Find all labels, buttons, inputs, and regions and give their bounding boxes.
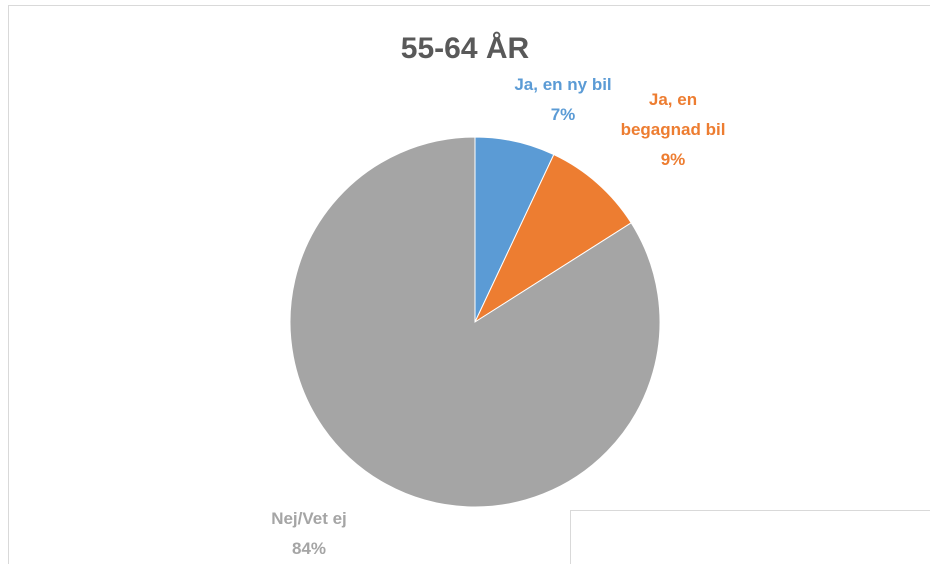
- value-label: 9%: [660, 150, 686, 169]
- chart-frame: [8, 5, 930, 564]
- category-label: Ja, en ny bil: [514, 75, 612, 94]
- value-label: 84%: [291, 539, 327, 558]
- data-label: Nej/Vet ej 84%: [234, 504, 384, 564]
- data-label: Ja, en begagnad bil 9%: [611, 85, 736, 175]
- value-label: 7%: [550, 105, 576, 124]
- chart-title: 55-64 ÅR: [400, 32, 530, 65]
- category-label: Ja, en begagnad bil: [620, 90, 726, 139]
- pie-slice: [473, 153, 632, 324]
- pie-slice: [289, 136, 661, 508]
- data-label: Ja, en ny bil 7%: [488, 70, 638, 130]
- category-label: Nej/Vet ej: [271, 509, 347, 528]
- overlay-box: [570, 510, 930, 564]
